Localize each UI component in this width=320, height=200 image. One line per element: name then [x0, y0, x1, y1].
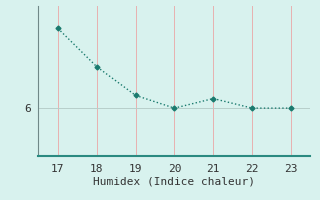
X-axis label: Humidex (Indice chaleur): Humidex (Indice chaleur): [93, 176, 255, 186]
